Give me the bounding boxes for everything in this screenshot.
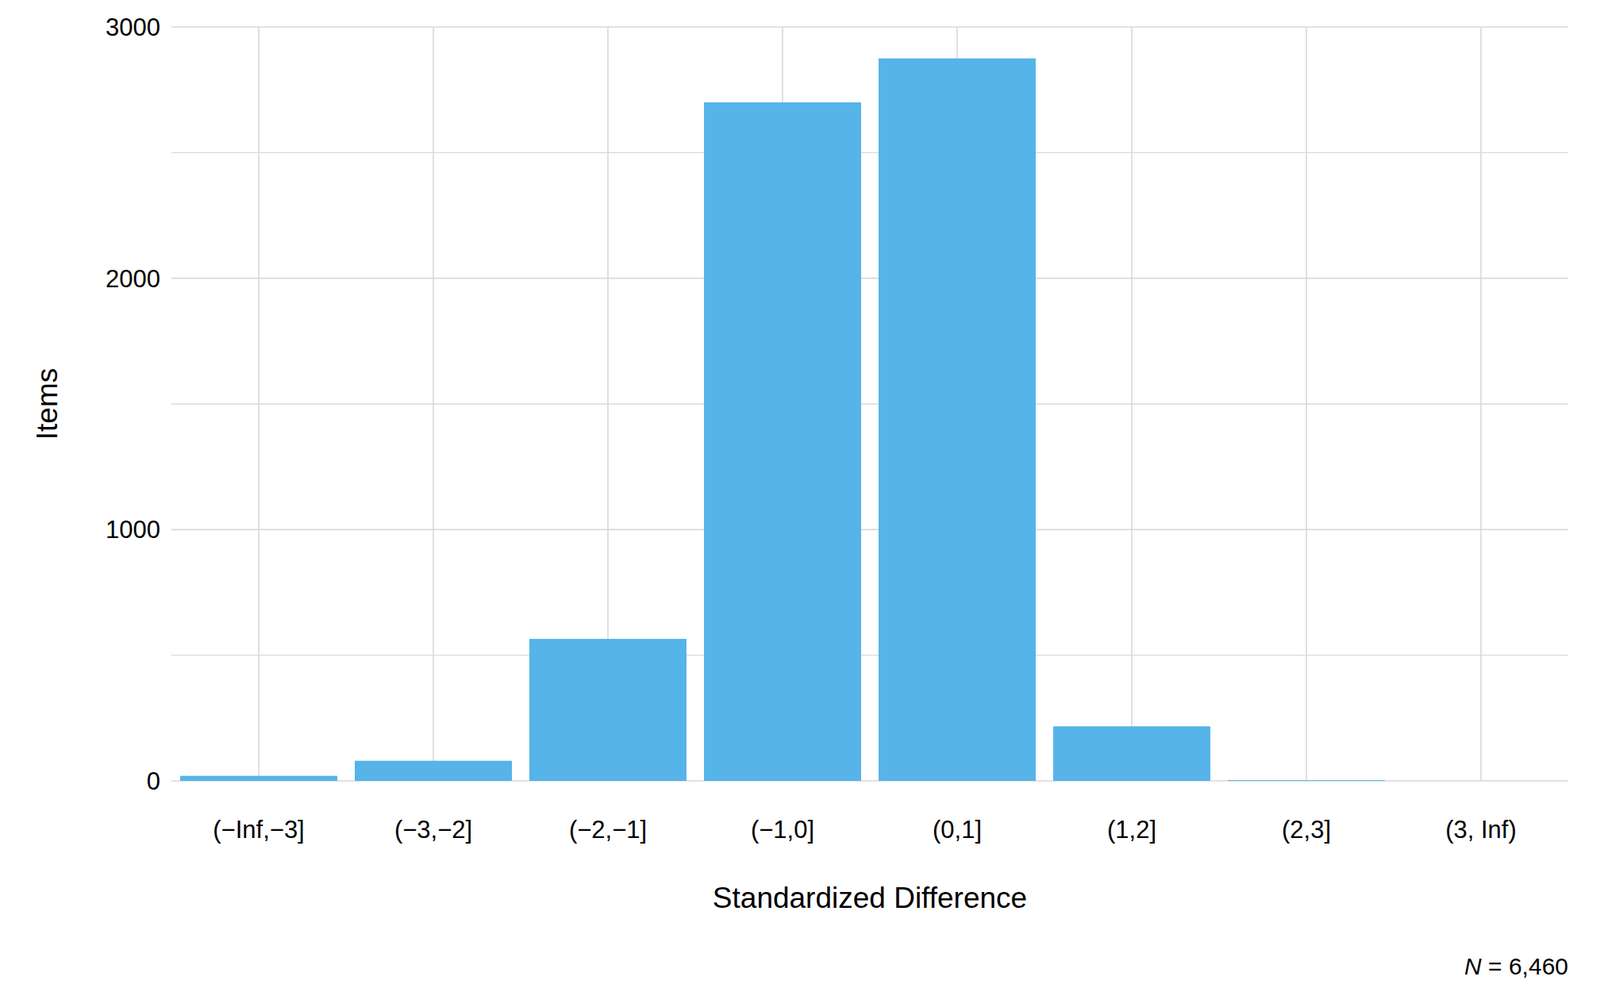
y-tick-label: 3000 (105, 13, 161, 42)
chart: 0 1000 2000 3000 (−Inf,−3] (−3,−2] (−2,−1] (−1,… (0, 0, 1600, 988)
annotation-part: = 6,460 (1481, 953, 1569, 980)
bar (354, 761, 512, 781)
x-grid-line (1305, 26, 1308, 781)
annotation-part: N (1464, 953, 1482, 980)
bar (1402, 780, 1560, 782)
grid-line (171, 529, 1569, 531)
y-axis-title: Items (30, 368, 64, 440)
bar (1227, 780, 1385, 781)
x-grid-line (432, 26, 435, 781)
y-tick-label: 0 (146, 767, 161, 796)
y-tick-label: 1000 (105, 515, 161, 544)
x-tick-label: (3, Inf) (1445, 815, 1517, 844)
bar (1053, 726, 1211, 781)
x-tick-label: (−2,−1] (569, 815, 647, 844)
minor-grid-line (171, 152, 1569, 154)
bar (878, 58, 1036, 781)
grid-line (171, 26, 1569, 28)
bar (180, 776, 338, 781)
x-axis-title: Standardized Difference (712, 881, 1027, 915)
bar (703, 102, 862, 781)
x-tick-label: (−Inf,−3] (212, 815, 304, 844)
x-tick-label: (−3,−2] (394, 815, 473, 844)
x-tick-label: (2,3] (1281, 815, 1331, 844)
minor-grid-line (171, 654, 1569, 656)
annotation: N = 6,460 (1464, 953, 1569, 980)
grid-line (171, 277, 1569, 280)
x-grid-line (257, 26, 260, 781)
minor-grid-line (171, 403, 1569, 404)
x-grid-line (1130, 26, 1133, 781)
x-tick-label: (1,2] (1107, 815, 1157, 844)
x-tick-label: (−1,0] (750, 815, 815, 844)
y-tick-label: 2000 (105, 265, 161, 293)
x-tick-label: (0,1] (932, 815, 982, 844)
x-grid-line (1480, 26, 1482, 781)
bar (529, 638, 687, 781)
bars (180, 58, 1385, 781)
